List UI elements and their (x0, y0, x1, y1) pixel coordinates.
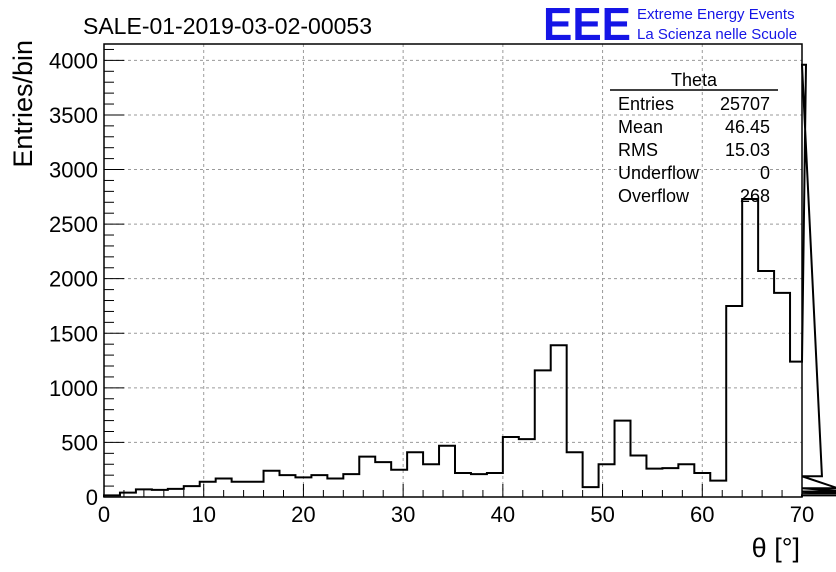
stats-value: 0 (760, 163, 770, 183)
stats-value: 15.03 (725, 140, 770, 160)
logo-mark: EEE (543, 0, 631, 50)
stats-value: 268 (740, 186, 770, 206)
x-tick-label: 60 (690, 502, 714, 527)
x-tick-label: 10 (191, 502, 215, 527)
x-tick-label: 0 (98, 502, 110, 527)
y-tick-label: 3000 (49, 158, 98, 183)
axis-ticks (103, 48, 803, 498)
stats-label: RMS (618, 140, 658, 160)
chart-title: SALE-01-2019-03-02-00053 (83, 13, 372, 39)
y-tick-label: 2000 (49, 267, 98, 292)
y-tick-label: 3500 (49, 103, 98, 128)
x-tick-label: 30 (391, 502, 415, 527)
stats-box-title: Theta (671, 70, 718, 90)
logo-line2: La Scienza nelle Scuole (637, 26, 797, 43)
histogram-line (103, 63, 836, 497)
plot-frame (103, 43, 803, 498)
x-tick-labels: 0 10 20 30 40 50 60 70 (98, 502, 814, 527)
stats-label: Mean (618, 117, 663, 137)
y-tick-label: 4000 (49, 48, 98, 73)
y-tick-labels: 0 500 1000 1500 2000 2500 3000 3500 4000 (49, 48, 98, 510)
y-tick-label: 500 (61, 430, 98, 455)
x-axis-label: θ [°] (752, 533, 800, 563)
stats-value: 46.45 (725, 117, 770, 137)
y-tick-label: 0 (86, 485, 98, 510)
x-tick-label: 70 (790, 502, 814, 527)
stats-label: Underflow (618, 163, 700, 183)
y-tick-label: 1000 (49, 376, 98, 401)
stats-value: 25707 (720, 94, 770, 114)
stats-box: Theta Entries 25707 Mean 46.45 RMS 15.03 Under… (610, 70, 778, 206)
x-tick-label: 40 (491, 502, 515, 527)
stats-label: Entries (618, 94, 674, 114)
stats-rows: Entries 25707 Mean 46.45 RMS 15.03 Underflow 0 O… (618, 94, 770, 206)
y-axis-label: Entries/bin (8, 40, 38, 168)
stats-label: Overflow (618, 186, 690, 206)
logo-line1: Extreme Energy Events (637, 6, 795, 23)
y-tick-label: 1500 (49, 321, 98, 346)
y-tick-label: 2500 (49, 212, 98, 237)
grid-lines (104, 44, 802, 497)
eee-logo: EEE Extreme Energy Events La Scienza nel… (543, 0, 797, 50)
x-tick-label: 50 (590, 502, 614, 527)
x-tick-label: 20 (291, 502, 315, 527)
